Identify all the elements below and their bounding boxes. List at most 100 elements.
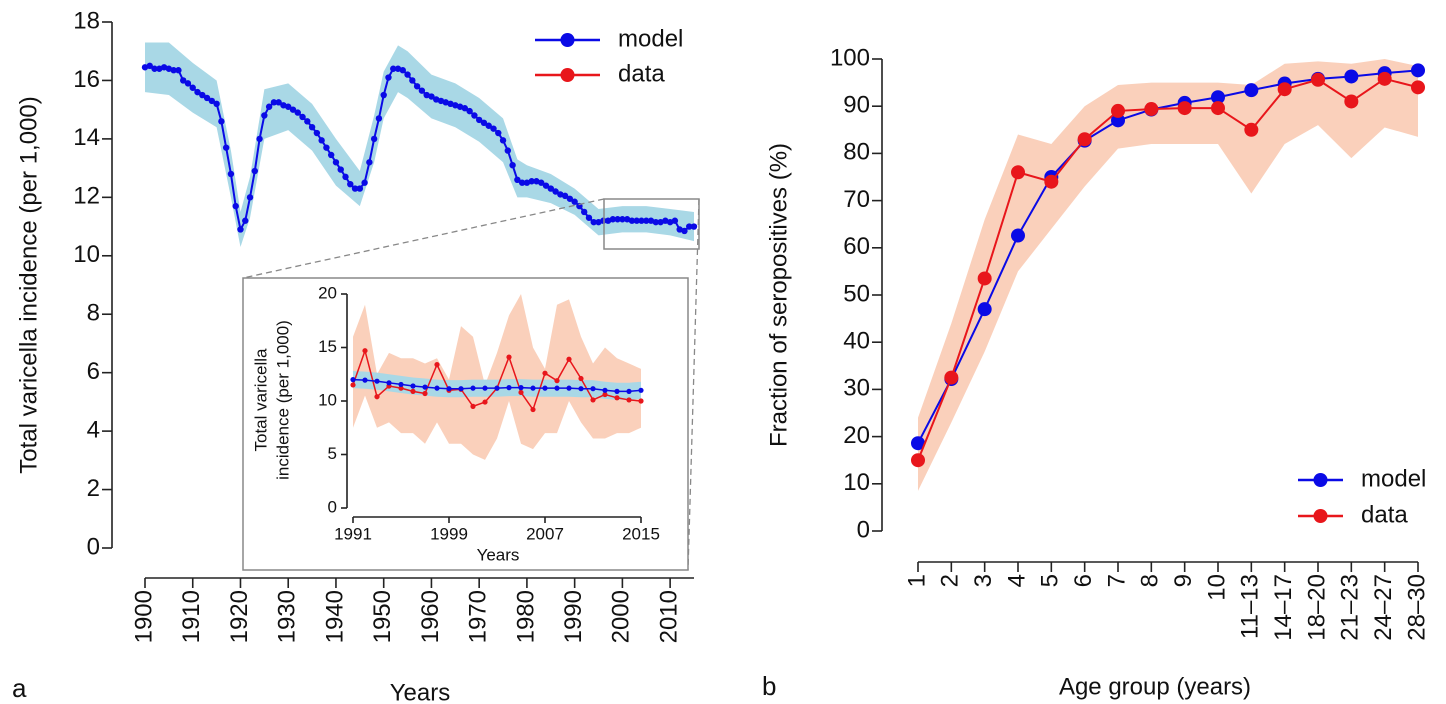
y-tick-label: 20 [843, 422, 870, 449]
data-point [189, 84, 196, 91]
data-point [530, 385, 536, 391]
data-point [179, 77, 187, 84]
data-point [299, 113, 306, 121]
data-point [566, 385, 572, 391]
y-tick-label: 15 [318, 337, 337, 356]
panel-b: 0 10 20 30 40 50 60 70 80 90 100 1 2 3 4 5 6 7 8 9 10 11–13 14… [830, 44, 1430, 640]
x-tick-label: 2000 [608, 590, 635, 643]
y-tick-label: 80 [843, 139, 870, 166]
data-point [638, 217, 645, 224]
data-point [638, 387, 644, 393]
data-point [347, 180, 354, 188]
y-tick-label: 100 [830, 44, 870, 71]
data-point [1144, 102, 1159, 117]
data-point [977, 271, 992, 286]
data-point [466, 107, 473, 115]
data-point [434, 362, 440, 368]
data-point [686, 223, 693, 230]
y-tick-label: 4 [87, 416, 100, 443]
data-point [275, 99, 282, 106]
data-point [410, 388, 416, 394]
data-point [285, 103, 292, 110]
data-point [390, 65, 397, 72]
data-point [246, 194, 254, 201]
data-point [361, 179, 368, 186]
data-point [542, 370, 548, 376]
data-point [261, 112, 268, 119]
legend-marker [560, 33, 575, 47]
data-point [470, 385, 476, 391]
zoom-connector [242, 198, 605, 279]
x-tick-label: 1990 [560, 590, 587, 643]
data-point [318, 137, 325, 144]
x-tick-label: 18–20 [1303, 574, 1330, 641]
data-point [237, 226, 244, 233]
x-axis-title: Years [390, 679, 451, 704]
x-tick-label: 21–23 [1337, 574, 1364, 641]
data-point [590, 386, 596, 392]
data-point [590, 218, 597, 226]
data-point [418, 87, 426, 94]
x-tick-label: 2015 [622, 524, 660, 543]
data-point [422, 390, 428, 397]
data-point [270, 99, 278, 106]
data-point [495, 129, 502, 137]
zoom-box [603, 198, 700, 250]
data-point [398, 385, 404, 391]
data-point [561, 192, 569, 200]
data-point [1177, 101, 1192, 116]
confidence-band [145, 42, 694, 248]
data-point [542, 182, 550, 189]
x-tick-label: 7 [1103, 574, 1130, 587]
legend-marker [1313, 509, 1328, 523]
y-tick-label: 6 [87, 358, 100, 385]
x-tick-label: 11–13 [1237, 574, 1264, 639]
data-point [480, 119, 488, 127]
y-tick-label: 0 [328, 497, 337, 516]
x-tick-label: 9 [1170, 574, 1197, 587]
data-point [530, 406, 536, 413]
data-point [528, 178, 535, 185]
y-tick-label: 10 [843, 469, 870, 496]
y-tick-label: 12 [73, 183, 100, 210]
series-line [917, 69, 1419, 444]
series-line [917, 77, 1419, 461]
y-tick-label: 18 [73, 7, 100, 34]
y-tick-label: 50 [843, 280, 870, 307]
x-tick-label: 2007 [526, 524, 564, 543]
x-tick-label: 1900 [130, 590, 157, 643]
data-point [602, 391, 608, 398]
data-point [1211, 101, 1225, 116]
data-point [690, 223, 698, 230]
data-point [327, 151, 335, 159]
data-point [409, 77, 416, 84]
data-point [977, 302, 992, 317]
data-point [499, 137, 507, 144]
data-point [175, 67, 182, 74]
data-point [1277, 82, 1292, 97]
data-point [428, 93, 435, 100]
panel-a: 0 2 4 6 8 10 12 14 16 18 1900 1910 1920 1930 1940 1950 1… [73, 7, 698, 643]
y-tick-label: 10 [73, 241, 100, 268]
data-point [506, 354, 512, 360]
data-point [1377, 71, 1392, 86]
y-tick-label: 14 [73, 124, 100, 151]
data-point [213, 100, 220, 108]
data-point [461, 105, 469, 112]
x-tick-label: 8 [1137, 574, 1164, 587]
panel-label: a [12, 673, 27, 703]
data-point [614, 216, 621, 223]
y-axis-title: Total varicella incidence (per 1,000) [15, 96, 42, 474]
panel-label: b [762, 671, 776, 701]
data-point [482, 385, 488, 391]
data-point [509, 161, 516, 169]
data-point [578, 386, 584, 392]
data-point [1211, 90, 1225, 105]
x-tick-label: 1 [903, 574, 930, 587]
x-tick-label: 2 [937, 574, 964, 587]
x-tick-label: 1970 [465, 590, 492, 643]
x-tick-label: 1920 [226, 590, 253, 643]
data-point [633, 217, 640, 224]
x-tick-label: 1991 [334, 524, 372, 543]
data-point [422, 384, 428, 390]
